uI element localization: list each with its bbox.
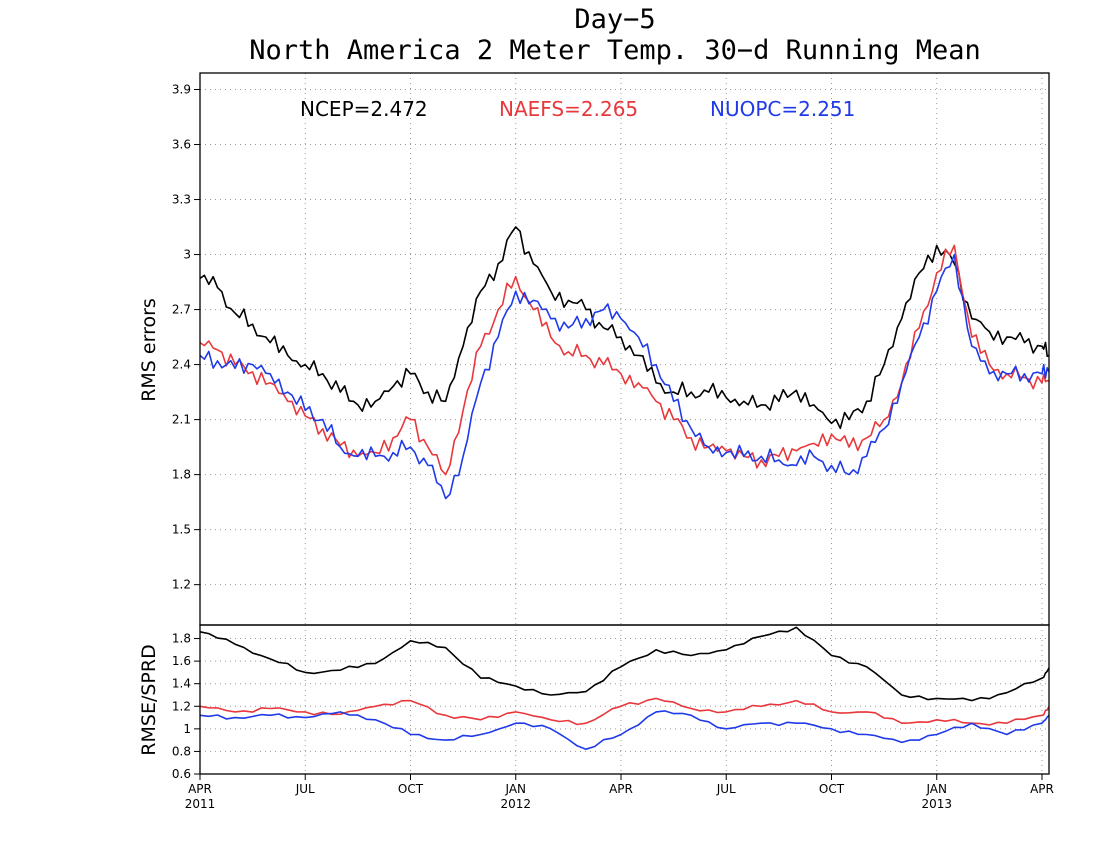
- legend-naefs: NAEFS=2.265: [499, 97, 638, 121]
- x-tick-label: JUL: [716, 782, 736, 796]
- rms-y-tick-label: 2.4: [172, 358, 191, 372]
- ratio-y-axis-label: RMSE/SPRD: [138, 644, 160, 755]
- rms-y-tick-label: 3.9: [172, 83, 191, 97]
- ratio-y-tick-label: 1.4: [172, 677, 191, 691]
- ratio-y-tick-label: 0.6: [172, 767, 191, 781]
- legend-ncep: NCEP=2.472: [300, 97, 428, 121]
- x-tick-label: JUL: [295, 782, 315, 796]
- ratio-series-lines: [199, 626, 1050, 751]
- x-tick-label: JAN: [925, 782, 947, 796]
- rms-y-tick-label: 1.8: [172, 468, 191, 482]
- rms-y-ticks: 1.2 1.5 1.8 2.1 2.4 2.7 3 3.3 3.6 3.9: [172, 83, 200, 592]
- ratio-y-tick-label: 1.6: [172, 654, 191, 668]
- x-tick-year-label: 2013: [921, 797, 952, 811]
- chart-title-line2: North America 2 Meter Temp. 30−d Running…: [249, 35, 981, 66]
- rms-y-tick-label: 3: [183, 248, 191, 262]
- rms-series-naefs: [199, 244, 1050, 476]
- ratio-y-tick-label: 0.8: [172, 744, 191, 758]
- rms-y-tick-label: 3.6: [172, 138, 191, 152]
- ratio-series-nuopc: [199, 710, 1050, 751]
- x-tick-year-label: 2011: [185, 797, 216, 811]
- rms-series-ncep: [199, 226, 1050, 430]
- x-tick-label: OCT: [398, 782, 424, 796]
- x-tick-label: APR: [188, 782, 212, 796]
- rms-y-tick-label: 2.1: [172, 413, 191, 427]
- x-tick-label: OCT: [819, 782, 845, 796]
- rms-series-lines: [199, 226, 1050, 500]
- ratio-y-tick-label: 1: [183, 722, 191, 736]
- legend-nuopc: NUOPC=2.251: [710, 97, 855, 121]
- rms-y-tick-label: 1.5: [172, 523, 191, 537]
- ratio-series-naefs: [199, 697, 1050, 726]
- x-tick-label: JAN: [504, 782, 526, 796]
- rms-y-tick-label: 2.7: [172, 303, 191, 317]
- chart-title-line1: Day−5: [574, 4, 655, 35]
- x-tick-label: APR: [609, 782, 633, 796]
- ratio-plot-frame: [199, 624, 1050, 775]
- rms-y-axis-label: RMS errors: [138, 298, 160, 402]
- x-tick-label: APR: [1030, 782, 1054, 796]
- rms-y-tick-label: 3.3: [172, 193, 191, 207]
- ratio-y-tick-label: 1.2: [172, 699, 191, 713]
- rms-series-nuopc: [199, 253, 1050, 500]
- x-tick-year-label: 2012: [500, 797, 531, 811]
- ratio-gridlines: [199, 625, 1049, 775]
- rms-y-tick-label: 1.2: [172, 578, 191, 592]
- legend: NCEP=2.472 NAEFS=2.265 NUOPC=2.251: [300, 97, 855, 121]
- rms-panel: 1.21.51.82.12.42.733.33.63.9 RMS errors …: [138, 72, 1050, 626]
- ratio-y-tick-label: 1.8: [172, 632, 191, 646]
- ratio-series-ncep: [199, 626, 1050, 702]
- ratio-panel: 0.6 0.8 1 1.2 1.4 1.6 1.8 RMSE/SPRD: [138, 624, 1050, 781]
- ratio-y-ticks: 0.6 0.8 1 1.2 1.4 1.6 1.8: [172, 632, 200, 781]
- rms-gridlines: [199, 73, 1049, 625]
